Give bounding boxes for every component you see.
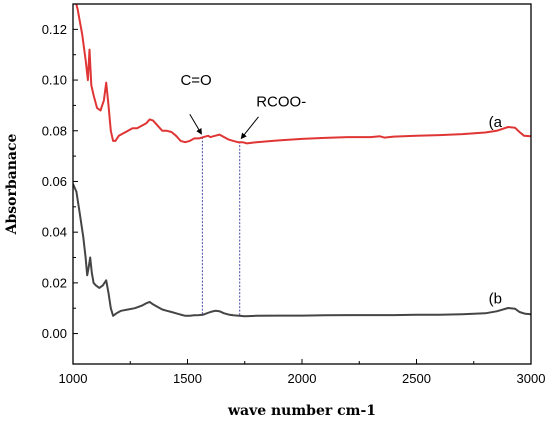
y-axis-title: Absorbanace [4, 134, 20, 236]
series-label: (a [489, 114, 503, 131]
plot-frame [72, 3, 532, 365]
y-tick-label: 0.04 [42, 225, 67, 240]
x-tick-label: 2000 [288, 371, 317, 386]
annotation-label: C=O [180, 72, 211, 89]
x-tick-label: 1500 [173, 371, 202, 386]
y-tick-label: 0.00 [42, 326, 67, 341]
y-tick-label: 0.02 [42, 275, 67, 290]
y-tick-label: 0.06 [42, 174, 67, 189]
series-labels: (a (b [489, 114, 503, 308]
series-line [73, 183, 531, 318]
annotation-arrow [189, 114, 202, 135]
series-line [75, 4, 531, 145]
x-tick-label: 1000 [59, 371, 88, 386]
series-layer [73, 4, 531, 318]
x-axis-title: wave number cm-1 [227, 403, 376, 419]
guide-lines [201, 137, 241, 317]
y-tick-label: 0.12 [42, 22, 67, 37]
y-tick-label: 0.10 [42, 73, 67, 88]
y-tick-label: 0.08 [42, 123, 67, 138]
annotations: C=O RCOO- [180, 72, 306, 140]
annotation-label: RCOO- [256, 94, 306, 111]
x-axis: 1000 1500 2000 2500 3000 [59, 359, 546, 386]
y-axis: 0.00 0.02 0.04 0.06 0.08 0.10 0.12 [42, 3, 78, 341]
x-tick-label: 2500 [402, 371, 431, 386]
x-tick-label: 3000 [517, 371, 546, 386]
series-label: (b [489, 291, 502, 308]
annotation-arrow [240, 116, 259, 140]
